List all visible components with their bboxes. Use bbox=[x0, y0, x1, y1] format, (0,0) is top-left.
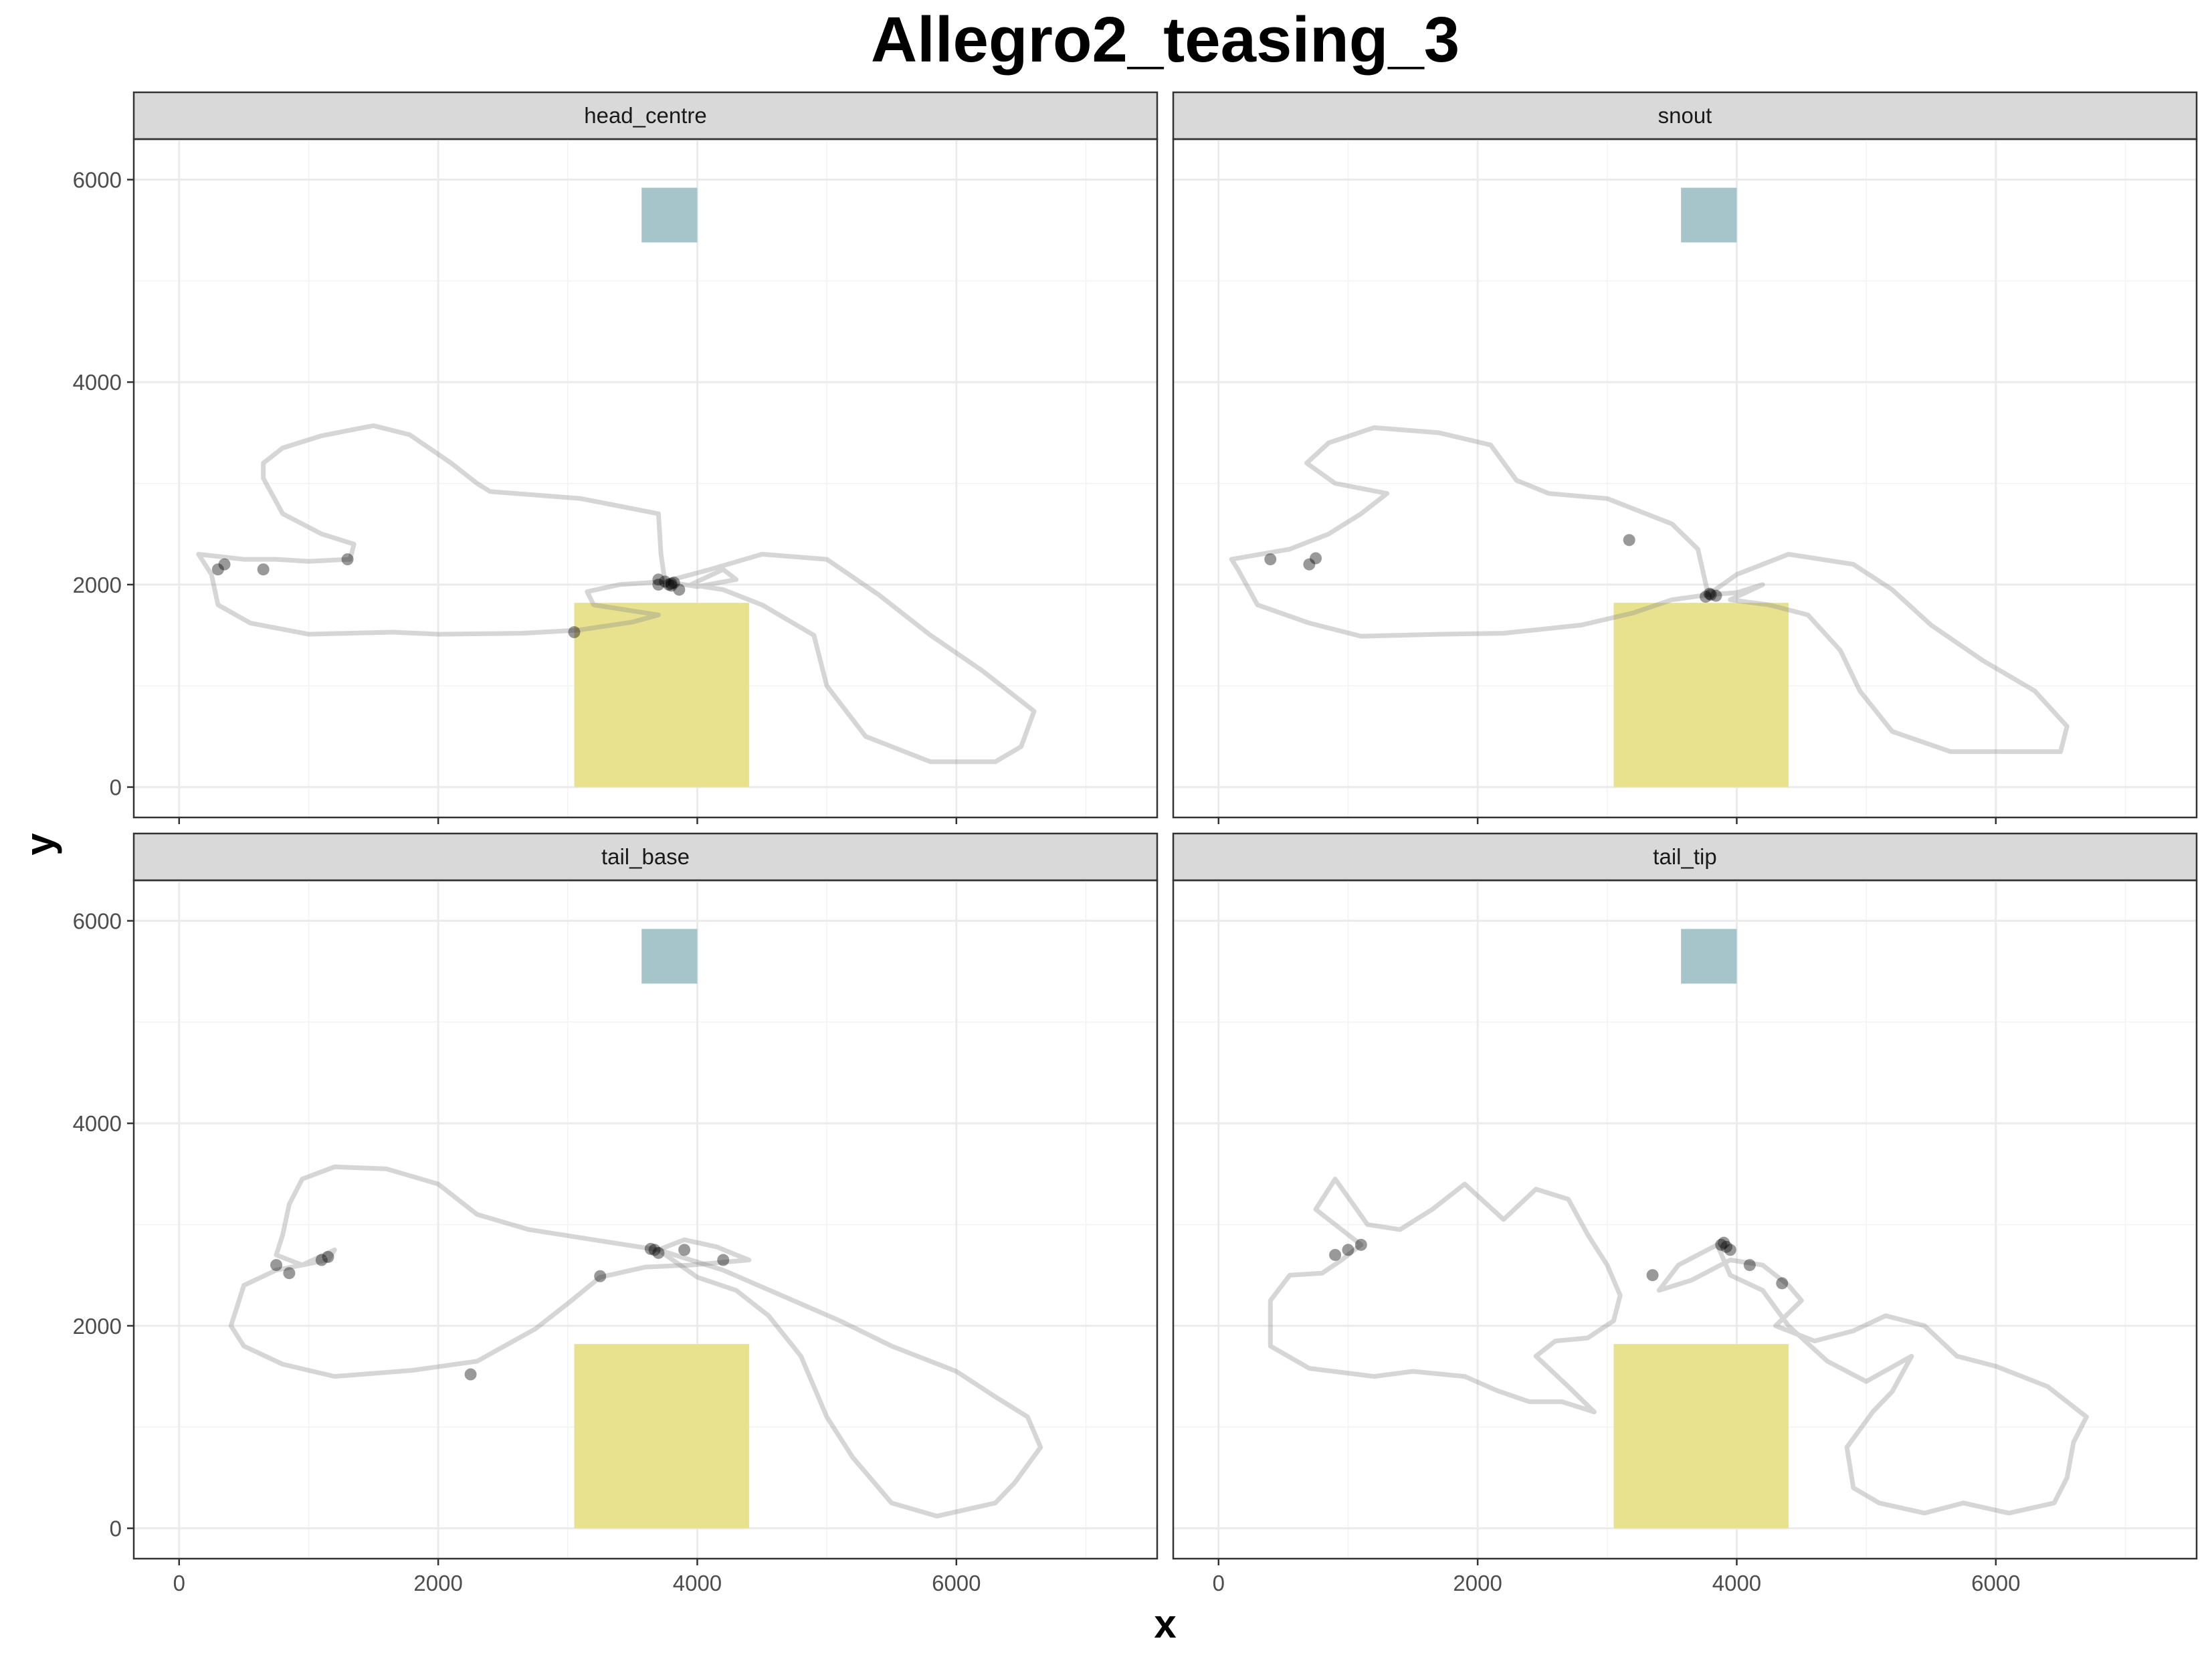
data-point bbox=[1303, 559, 1315, 571]
zone-feeder bbox=[641, 929, 697, 984]
data-point bbox=[645, 1243, 657, 1255]
data-point bbox=[1704, 588, 1716, 600]
plot-area bbox=[1089, 880, 2197, 1559]
plot-area bbox=[1089, 139, 2197, 817]
data-point bbox=[212, 563, 224, 575]
data-point bbox=[668, 577, 680, 589]
data-point bbox=[1744, 1259, 1756, 1271]
x-tick-label: 2000 bbox=[1453, 1571, 1502, 1595]
y-tick-label: 0 bbox=[110, 775, 122, 800]
data-point bbox=[1264, 553, 1276, 565]
data-point bbox=[652, 579, 664, 591]
data-point bbox=[270, 1259, 282, 1271]
facet-panels: head_centre 0 2000 4000 6000 snout tail_base 0 2… bbox=[49, 92, 2197, 1595]
y-tick-label: 0 bbox=[110, 1517, 122, 1541]
zone-arena-zone bbox=[574, 1344, 748, 1528]
x-tick-label: 4000 bbox=[1712, 1571, 1761, 1595]
x-axis-title: x bbox=[1154, 1601, 1176, 1646]
panel-tail-base: tail_base 0 2000 4000 6000 0 2000 4000 6000 bbox=[49, 834, 1157, 1595]
data-point bbox=[594, 1270, 606, 1282]
x-tick-label: 6000 bbox=[932, 1571, 981, 1595]
data-point bbox=[342, 553, 354, 565]
y-tick-label: 4000 bbox=[73, 370, 122, 395]
zone-feeder bbox=[1681, 929, 1736, 984]
facet-strip-label: head_centre bbox=[584, 103, 706, 128]
facet-strip-label: snout bbox=[1658, 103, 1712, 128]
data-point bbox=[1718, 1237, 1730, 1249]
panel-tail-tip: tail_tip 0 2000 4000 6000 bbox=[1089, 834, 2197, 1595]
trajectory-line bbox=[199, 425, 665, 634]
data-point bbox=[1355, 1239, 1367, 1251]
x-tick-label: 0 bbox=[173, 1571, 185, 1595]
plot-area bbox=[49, 880, 1157, 1559]
y-tick-label: 4000 bbox=[73, 1111, 122, 1136]
y-tick-label: 6000 bbox=[73, 909, 122, 934]
data-point bbox=[1776, 1277, 1788, 1289]
panel-snout: snout bbox=[1089, 92, 2197, 824]
data-point bbox=[258, 563, 270, 575]
x-tick-label: 6000 bbox=[1971, 1571, 2020, 1595]
data-point bbox=[1647, 1269, 1659, 1281]
data-point bbox=[568, 626, 580, 638]
x-tick-label: 2000 bbox=[413, 1571, 462, 1595]
data-point bbox=[717, 1254, 729, 1266]
data-point bbox=[1623, 534, 1635, 546]
zone-arena-zone bbox=[1613, 603, 1788, 787]
y-tick-label: 6000 bbox=[73, 168, 122, 193]
y-tick-label: 2000 bbox=[73, 1314, 122, 1339]
data-point bbox=[1329, 1249, 1341, 1261]
zone-arena-zone bbox=[1613, 1344, 1788, 1528]
x-tick-label: 0 bbox=[1213, 1571, 1225, 1595]
trajectory-line bbox=[1270, 1179, 1620, 1412]
data-point bbox=[1342, 1244, 1354, 1256]
plot-area bbox=[49, 139, 1157, 817]
facet-strip-label: tail_tip bbox=[1653, 844, 1716, 869]
data-point bbox=[283, 1267, 295, 1279]
data-point bbox=[465, 1369, 477, 1381]
data-point bbox=[316, 1254, 328, 1266]
data-point bbox=[678, 1244, 690, 1256]
facet-strip-label: tail_base bbox=[601, 844, 690, 869]
x-tick-label: 4000 bbox=[673, 1571, 722, 1595]
panel-head-centre: head_centre 0 2000 4000 6000 bbox=[49, 92, 1157, 824]
chart-title: Allegro2_teasing_3 bbox=[871, 4, 1460, 76]
y-tick-label: 2000 bbox=[73, 573, 122, 597]
zone-feeder bbox=[641, 188, 697, 243]
y-axis-title: y bbox=[17, 833, 62, 856]
zone-arena-zone bbox=[574, 603, 748, 787]
zone-feeder bbox=[1681, 188, 1736, 243]
